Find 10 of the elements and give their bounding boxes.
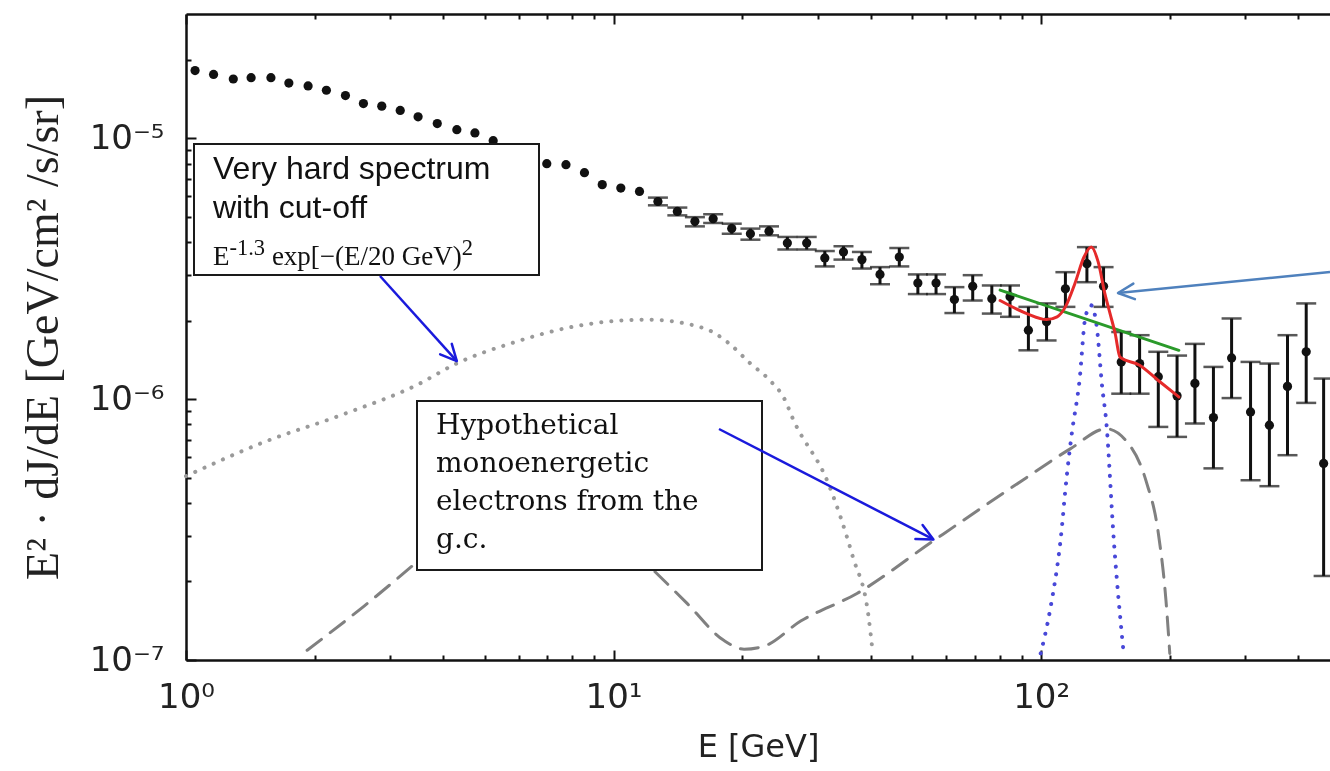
x-tick-label: 10¹ [585, 675, 643, 716]
x-tick-label: 10² [1013, 675, 1071, 716]
callout-box: Very hard spectrum with cut-off E$^{-1.3}$ exp[−(E/20 GeV)$^{2}$ [193, 143, 540, 276]
callout-box: Hypothetical monoenergetic electrons from the g.c. [416, 400, 763, 571]
x-axis-title: E [GeV] [697, 726, 820, 765]
y-tick-label: 10⁻⁶ [89, 377, 165, 418]
annotation: Hypothetical monoenergetic electrons from the g.c. [436, 407, 700, 557]
annotation: Very hard spectrum with cut-off E$^{-1.3}$ exp[−(E/20 GeV)$^{2}$ [213, 149, 492, 273]
y-axis-title: E² · dJ/dE [GeV/cm² /s/sr] [16, 95, 68, 580]
y-tick-label: 10⁻⁵ [89, 116, 165, 157]
